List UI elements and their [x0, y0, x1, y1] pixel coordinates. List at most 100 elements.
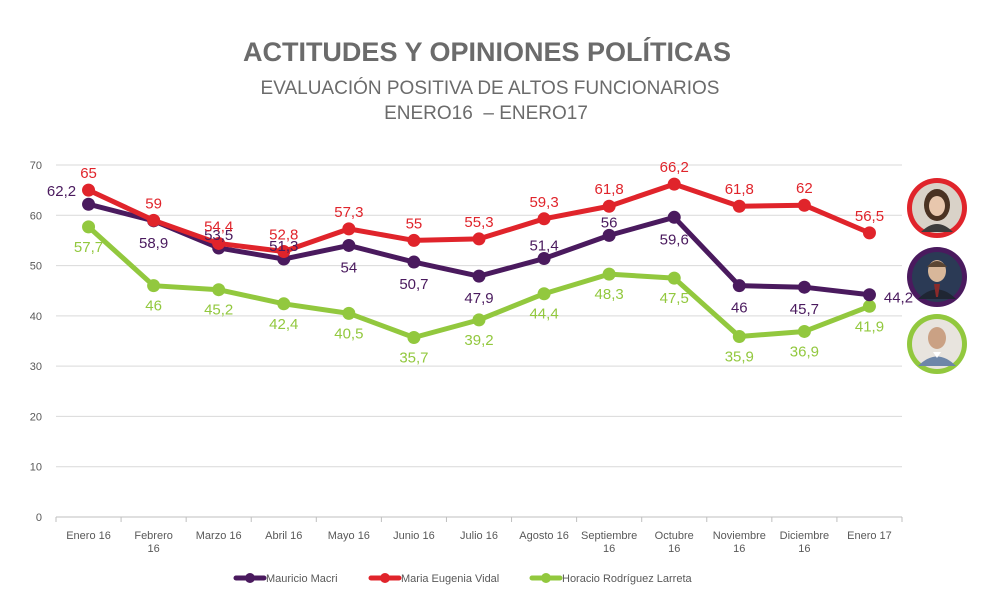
- data-label: 55,3: [464, 214, 493, 231]
- y-axis: 0 10 20 30 40 50 60 70: [30, 160, 42, 524]
- data-label: 66,2: [660, 159, 689, 176]
- y-tick-label: 0: [36, 512, 42, 524]
- man-portrait-icon: [907, 247, 967, 307]
- legend: Mauricio Macri Maria Eugenia Vidal Horacio…: [233, 573, 693, 585]
- data-point: [342, 306, 356, 320]
- y-tick-label: 70: [30, 160, 42, 172]
- data-label: 62: [796, 180, 813, 197]
- data-point: [862, 226, 876, 240]
- x-tick-label: Julio 16: [460, 530, 498, 542]
- data-label: 58,9: [139, 235, 168, 252]
- data-label: 59: [145, 195, 162, 212]
- data-point: [797, 280, 811, 294]
- data-point: [82, 183, 96, 197]
- data-label: 48,3: [595, 286, 624, 303]
- data-point: [407, 255, 421, 269]
- data-point: [732, 329, 746, 343]
- data-point: [407, 233, 421, 247]
- data-point: [472, 232, 486, 246]
- data-label: 47,9: [464, 290, 493, 307]
- data-label: 46: [145, 298, 162, 315]
- chart-subtitle-line2: ENERO16 – ENERO17: [384, 103, 588, 124]
- data-label: 51,3: [269, 238, 298, 255]
- x-tick-label: Enero 17: [847, 530, 892, 542]
- x-tick-label: Agosto 16: [519, 530, 569, 542]
- data-label: 36,9: [790, 343, 819, 360]
- data-label: 51,4: [529, 238, 558, 255]
- portrait-avatars: [907, 178, 967, 374]
- x-tick-label: Mayo 16: [328, 530, 370, 542]
- chart-subtitle-line1: EVALUACIÓN POSITIVA DE ALTOS FUNCIONARIO…: [261, 77, 720, 99]
- data-label: 35,7: [399, 349, 428, 366]
- data-label: 42,4: [269, 316, 298, 333]
- y-tick-label: 50: [30, 261, 42, 273]
- data-point: [277, 297, 291, 311]
- data-label: 41,9: [855, 318, 884, 335]
- data-label: 46: [731, 300, 748, 317]
- data-point: [212, 283, 226, 297]
- data-label: 39,2: [464, 332, 493, 349]
- data-point: [602, 228, 616, 242]
- woman-portrait-icon: [907, 178, 967, 238]
- legend-label: Mauricio Macri: [266, 573, 338, 585]
- chart-title: ACTITUDES Y OPINIONES POLÍTICAS: [243, 36, 731, 67]
- legend-marker: [541, 573, 551, 583]
- legend-marker: [245, 573, 255, 583]
- data-point: [667, 210, 681, 224]
- data-point: [537, 212, 551, 226]
- data-label: 57,7: [74, 239, 103, 256]
- data-point: [147, 279, 161, 293]
- data-point: [277, 244, 291, 258]
- data-point: [537, 252, 551, 266]
- data-label: 54,4: [204, 218, 233, 235]
- data-label: 57,3: [334, 204, 363, 221]
- data-point: [602, 267, 616, 281]
- x-tick-label: Septiembre 16: [581, 530, 637, 555]
- x-tick-label: Octubre 16: [655, 530, 694, 555]
- data-point: [212, 236, 226, 250]
- series-layer: [82, 177, 876, 344]
- data-label: 59,3: [529, 194, 558, 211]
- data-label: 62,2: [47, 183, 76, 200]
- data-label: 50,7: [399, 276, 428, 293]
- legend-label: Maria Eugenia Vidal: [401, 573, 499, 585]
- data-point: [407, 330, 421, 344]
- data-point: [862, 299, 876, 313]
- data-label: 55: [406, 215, 423, 232]
- data-point: [797, 324, 811, 338]
- data-label: 40,5: [334, 325, 363, 342]
- data-label: 52,8: [269, 226, 298, 243]
- y-tick-label: 20: [30, 411, 42, 423]
- data-point: [602, 199, 616, 213]
- x-tick-label: Noviembre 16: [713, 530, 766, 555]
- data-point: [472, 269, 486, 283]
- data-label: 61,8: [725, 181, 754, 198]
- data-point: [732, 199, 746, 213]
- data-point: [472, 313, 486, 327]
- data-point: [862, 288, 876, 302]
- data-label: 56: [601, 214, 618, 231]
- y-tick-label: 60: [30, 210, 42, 222]
- data-label: 54: [341, 259, 358, 276]
- y-tick-label: 40: [30, 311, 42, 323]
- data-label: 44,4: [529, 306, 558, 323]
- data-point: [82, 220, 96, 234]
- data-label: 45,7: [790, 301, 819, 318]
- data-labels-layer: 62,2 58,9 53,5 51,3 54 50,7 47,9 51,4 56 59,6 46 45…: [47, 159, 913, 366]
- legend-marker: [380, 573, 390, 583]
- data-point: [537, 287, 551, 301]
- data-point: [667, 271, 681, 285]
- data-point: [732, 279, 746, 293]
- bald-man-portrait-icon: [907, 314, 967, 374]
- data-point: [797, 198, 811, 212]
- data-point: [342, 238, 356, 252]
- data-label: 59,6: [660, 231, 689, 248]
- y-tick-label: 30: [30, 361, 42, 373]
- data-label: 44,2: [884, 290, 913, 307]
- x-tick-label: Junio 16: [393, 530, 435, 542]
- legend-label: Horacio Rodríguez Larreta: [562, 573, 693, 585]
- data-label: 53,5: [204, 227, 233, 244]
- data-label: 56,5: [855, 208, 884, 225]
- data-label: 35,9: [725, 348, 754, 365]
